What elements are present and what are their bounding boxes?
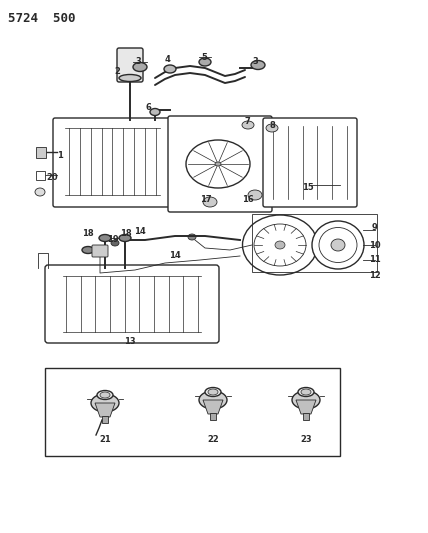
Ellipse shape xyxy=(254,224,306,266)
Ellipse shape xyxy=(133,62,147,71)
Ellipse shape xyxy=(203,197,217,207)
Ellipse shape xyxy=(298,387,314,397)
Text: 10: 10 xyxy=(369,240,381,249)
FancyBboxPatch shape xyxy=(117,48,143,82)
Ellipse shape xyxy=(111,240,119,246)
Ellipse shape xyxy=(331,239,345,251)
Ellipse shape xyxy=(243,215,318,275)
Ellipse shape xyxy=(119,235,131,241)
Text: 18: 18 xyxy=(120,230,132,238)
Text: 7: 7 xyxy=(244,117,250,126)
Polygon shape xyxy=(95,403,115,417)
Bar xyxy=(36,147,46,158)
Polygon shape xyxy=(203,400,223,414)
Text: 12: 12 xyxy=(369,271,381,279)
Ellipse shape xyxy=(312,221,364,269)
FancyBboxPatch shape xyxy=(53,118,177,207)
Ellipse shape xyxy=(319,228,357,262)
Text: 19: 19 xyxy=(107,236,119,245)
Text: 8: 8 xyxy=(269,120,275,130)
Text: 23: 23 xyxy=(300,435,312,445)
Ellipse shape xyxy=(150,109,160,116)
Ellipse shape xyxy=(266,124,278,132)
Ellipse shape xyxy=(99,235,111,241)
Polygon shape xyxy=(296,400,316,414)
FancyBboxPatch shape xyxy=(92,245,108,257)
Ellipse shape xyxy=(251,61,265,69)
Bar xyxy=(252,214,377,272)
Ellipse shape xyxy=(91,394,119,412)
Text: 11: 11 xyxy=(369,255,381,264)
FancyBboxPatch shape xyxy=(45,265,219,343)
Text: 15: 15 xyxy=(302,183,314,192)
Ellipse shape xyxy=(35,188,45,196)
Ellipse shape xyxy=(205,387,221,397)
Ellipse shape xyxy=(292,391,320,409)
Text: 21: 21 xyxy=(99,435,111,445)
Bar xyxy=(210,413,216,420)
Ellipse shape xyxy=(100,392,110,398)
Text: 6: 6 xyxy=(145,102,151,111)
Ellipse shape xyxy=(215,162,221,166)
Ellipse shape xyxy=(199,58,211,66)
Text: 16: 16 xyxy=(242,196,254,205)
Ellipse shape xyxy=(188,234,196,240)
Text: 14: 14 xyxy=(169,251,181,260)
Ellipse shape xyxy=(208,389,218,395)
FancyBboxPatch shape xyxy=(168,116,272,212)
Ellipse shape xyxy=(242,121,254,129)
Text: 3: 3 xyxy=(252,56,258,66)
Ellipse shape xyxy=(97,391,113,400)
Text: 1: 1 xyxy=(57,150,63,159)
Ellipse shape xyxy=(82,246,94,254)
Bar xyxy=(36,171,45,180)
Ellipse shape xyxy=(301,389,311,395)
Bar xyxy=(102,416,108,423)
Text: 20: 20 xyxy=(46,174,58,182)
Text: 4: 4 xyxy=(165,55,171,64)
Text: 9: 9 xyxy=(372,223,378,232)
Ellipse shape xyxy=(275,241,285,249)
Text: 5724  500: 5724 500 xyxy=(8,12,75,25)
Text: 17: 17 xyxy=(200,196,212,205)
Text: 2: 2 xyxy=(114,68,120,77)
Ellipse shape xyxy=(248,190,262,200)
FancyBboxPatch shape xyxy=(263,118,357,207)
Ellipse shape xyxy=(119,75,141,82)
Bar xyxy=(45,368,340,456)
Bar xyxy=(303,413,309,420)
Ellipse shape xyxy=(186,140,250,188)
Ellipse shape xyxy=(164,65,176,73)
Text: 3: 3 xyxy=(135,56,141,66)
Text: 18: 18 xyxy=(82,230,94,238)
Text: 5: 5 xyxy=(201,52,207,61)
Ellipse shape xyxy=(199,391,227,409)
Text: 13: 13 xyxy=(124,337,136,346)
Text: 22: 22 xyxy=(207,435,219,445)
Text: 14: 14 xyxy=(134,228,146,237)
